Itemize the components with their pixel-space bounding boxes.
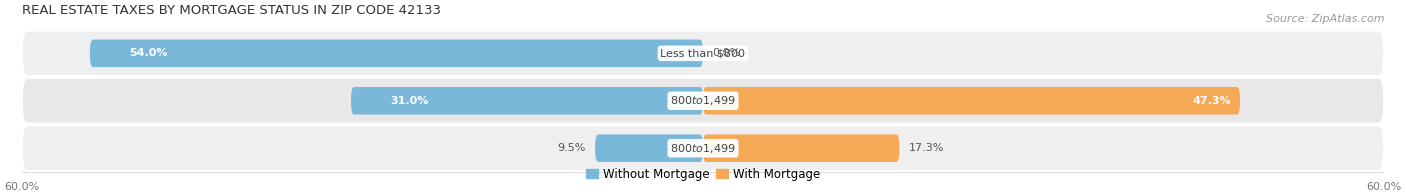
Text: 47.3%: 47.3% <box>1192 96 1230 106</box>
FancyBboxPatch shape <box>90 40 703 67</box>
Text: 54.0%: 54.0% <box>129 48 169 58</box>
Legend: Without Mortgage, With Mortgage: Without Mortgage, With Mortgage <box>581 163 825 186</box>
FancyBboxPatch shape <box>703 87 1240 114</box>
Text: Source: ZipAtlas.com: Source: ZipAtlas.com <box>1267 14 1385 24</box>
FancyBboxPatch shape <box>595 134 703 162</box>
Text: $800 to $1,499: $800 to $1,499 <box>671 142 735 155</box>
FancyBboxPatch shape <box>21 78 1385 123</box>
Text: 0.0%: 0.0% <box>711 48 741 58</box>
FancyBboxPatch shape <box>352 87 703 114</box>
FancyBboxPatch shape <box>21 31 1385 76</box>
Text: 17.3%: 17.3% <box>908 143 943 153</box>
Text: 9.5%: 9.5% <box>558 143 586 153</box>
Text: $800 to $1,499: $800 to $1,499 <box>671 94 735 107</box>
Text: 31.0%: 31.0% <box>391 96 429 106</box>
FancyBboxPatch shape <box>703 134 900 162</box>
Text: REAL ESTATE TAXES BY MORTGAGE STATUS IN ZIP CODE 42133: REAL ESTATE TAXES BY MORTGAGE STATUS IN … <box>21 4 441 17</box>
Text: Less than $800: Less than $800 <box>661 48 745 58</box>
FancyBboxPatch shape <box>21 125 1385 171</box>
